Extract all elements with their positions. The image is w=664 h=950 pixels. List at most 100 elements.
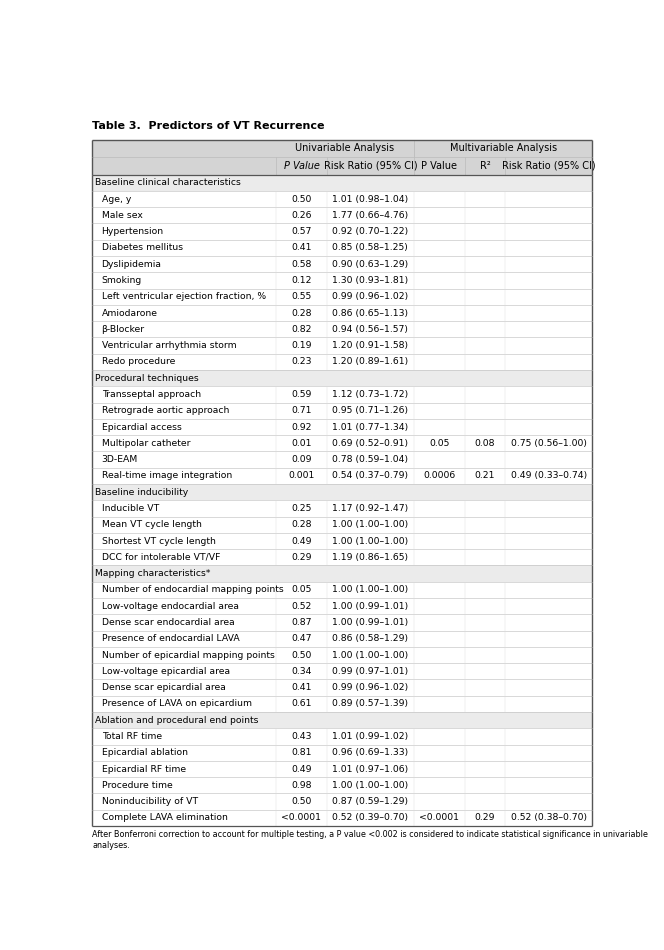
Bar (92, 140, 592, 157)
Text: Epicardial access: Epicardial access (102, 423, 181, 431)
Text: 0.34: 0.34 (291, 667, 311, 675)
Text: 1.00 (1.00–1.00): 1.00 (1.00–1.00) (332, 585, 408, 595)
Text: 0.61: 0.61 (291, 699, 311, 709)
Text: Amiodarone: Amiodarone (102, 309, 157, 317)
Bar (92, 175, 592, 191)
Bar (92, 256, 592, 273)
Text: Baseline inducibility: Baseline inducibility (96, 487, 189, 497)
Text: Shortest VT cycle length: Shortest VT cycle length (102, 537, 215, 545)
Bar (92, 517, 592, 533)
Text: Epicardial RF time: Epicardial RF time (102, 765, 186, 773)
Text: Noninducibility of VT: Noninducibility of VT (102, 797, 198, 806)
Text: 1.77 (0.66–4.76): 1.77 (0.66–4.76) (332, 211, 408, 219)
Text: Male sex: Male sex (102, 211, 142, 219)
Text: 1.20 (0.91–1.58): 1.20 (0.91–1.58) (332, 341, 408, 351)
Text: 0.49 (0.33–0.74): 0.49 (0.33–0.74) (511, 471, 587, 481)
Text: Number of endocardial mapping points: Number of endocardial mapping points (102, 585, 284, 595)
Text: 0.21: 0.21 (475, 471, 495, 481)
Text: Redo procedure: Redo procedure (102, 357, 175, 367)
Text: 1.12 (0.73–1.72): 1.12 (0.73–1.72) (332, 390, 408, 399)
Text: Presence of LAVA on epicardium: Presence of LAVA on epicardium (102, 699, 252, 709)
Bar (92, 615, 592, 631)
Text: 1.01 (0.97–1.06): 1.01 (0.97–1.06) (332, 765, 408, 773)
Text: Multipolar catheter: Multipolar catheter (102, 439, 190, 447)
Text: 0.001: 0.001 (288, 471, 315, 481)
Text: P Value: P Value (284, 161, 319, 171)
Text: 0.98: 0.98 (291, 781, 311, 789)
Text: Inducible VT: Inducible VT (102, 504, 159, 513)
Text: Procedural techniques: Procedural techniques (96, 373, 199, 383)
Text: 0.05: 0.05 (429, 439, 450, 447)
Bar (92, 581, 592, 598)
Text: 0.52: 0.52 (291, 601, 311, 611)
Text: 0.86 (0.65–1.13): 0.86 (0.65–1.13) (332, 309, 408, 317)
Text: 0.78 (0.59–1.04): 0.78 (0.59–1.04) (332, 455, 408, 465)
Text: 1.00 (0.99–1.01): 1.00 (0.99–1.01) (332, 601, 408, 611)
Text: Retrograde aortic approach: Retrograde aortic approach (102, 407, 229, 415)
Text: 1.30 (0.93–1.81): 1.30 (0.93–1.81) (332, 276, 408, 285)
Bar (92, 745, 592, 761)
Text: Univariable Analysis: Univariable Analysis (295, 143, 394, 153)
Text: 1.20 (0.89–1.61): 1.20 (0.89–1.61) (332, 357, 408, 367)
Text: Age, y: Age, y (102, 195, 131, 203)
Bar (92, 712, 592, 729)
Text: Low-voltage epicardial area: Low-voltage epicardial area (102, 667, 230, 675)
Text: Multivariable Analysis: Multivariable Analysis (450, 143, 556, 153)
Bar (92, 403, 592, 419)
Text: 0.99 (0.97–1.01): 0.99 (0.97–1.01) (332, 667, 408, 675)
Bar (92, 467, 592, 484)
Text: 0.82: 0.82 (291, 325, 311, 333)
Bar (92, 793, 592, 809)
Text: 0.29: 0.29 (475, 813, 495, 823)
Text: After Bonferroni correction to account for multiple testing, a P value <0.002 is: After Bonferroni correction to account f… (92, 830, 648, 850)
Text: 0.41: 0.41 (291, 243, 311, 253)
Text: 0.75 (0.56–1.00): 0.75 (0.56–1.00) (511, 439, 587, 447)
Bar (92, 598, 592, 615)
Text: 0.85 (0.58–1.25): 0.85 (0.58–1.25) (333, 243, 408, 253)
Text: 0.49: 0.49 (291, 537, 311, 545)
Text: DCC for intolerable VT/VF: DCC for intolerable VT/VF (102, 553, 220, 561)
Text: Procedure time: Procedure time (102, 781, 172, 789)
Text: <0.0001: <0.0001 (282, 813, 321, 823)
Text: 0.41: 0.41 (291, 683, 311, 693)
Text: 0.71: 0.71 (291, 407, 311, 415)
Text: 0.28: 0.28 (291, 521, 311, 529)
Bar (92, 370, 592, 387)
Text: 1.01 (0.77–1.34): 1.01 (0.77–1.34) (332, 423, 408, 431)
Bar (92, 549, 592, 565)
Text: Risk Ratio (95% CI): Risk Ratio (95% CI) (323, 161, 417, 171)
Text: Complete LAVA elimination: Complete LAVA elimination (102, 813, 227, 823)
Text: 0.23: 0.23 (291, 357, 311, 367)
Text: 0.52 (0.39–0.70): 0.52 (0.39–0.70) (332, 813, 408, 823)
Text: Mapping characteristics*: Mapping characteristics* (96, 569, 210, 579)
Text: <0.0001: <0.0001 (419, 813, 459, 823)
Text: β-Blocker: β-Blocker (102, 325, 145, 333)
Bar (92, 777, 592, 793)
Text: 0.86 (0.58–1.29): 0.86 (0.58–1.29) (332, 635, 408, 643)
Text: 0.50: 0.50 (291, 195, 311, 203)
Text: 0.50: 0.50 (291, 797, 311, 806)
Bar (92, 387, 592, 403)
Text: 3D-EAM: 3D-EAM (102, 455, 137, 465)
Text: 0.12: 0.12 (291, 276, 311, 285)
Bar (92, 157, 592, 175)
Text: 0.87: 0.87 (291, 618, 311, 627)
Text: 0.26: 0.26 (291, 211, 311, 219)
Text: 1.17 (0.92–1.47): 1.17 (0.92–1.47) (332, 504, 408, 513)
Bar (92, 533, 592, 549)
Bar (92, 353, 592, 370)
Text: R²: R² (479, 161, 491, 171)
Text: 0.09: 0.09 (291, 455, 311, 465)
Bar (92, 223, 592, 239)
Text: Real-time image integration: Real-time image integration (102, 471, 232, 481)
Text: 0.47: 0.47 (291, 635, 311, 643)
Bar (92, 679, 592, 695)
Bar (92, 273, 592, 289)
Text: Dense scar epicardial area: Dense scar epicardial area (102, 683, 225, 693)
Bar (92, 207, 592, 223)
Text: 0.05: 0.05 (291, 585, 311, 595)
Text: 0.92: 0.92 (291, 423, 311, 431)
Text: 0.69 (0.52–0.91): 0.69 (0.52–0.91) (332, 439, 408, 447)
Bar (92, 337, 592, 353)
Text: 0.90 (0.63–1.29): 0.90 (0.63–1.29) (332, 259, 408, 269)
